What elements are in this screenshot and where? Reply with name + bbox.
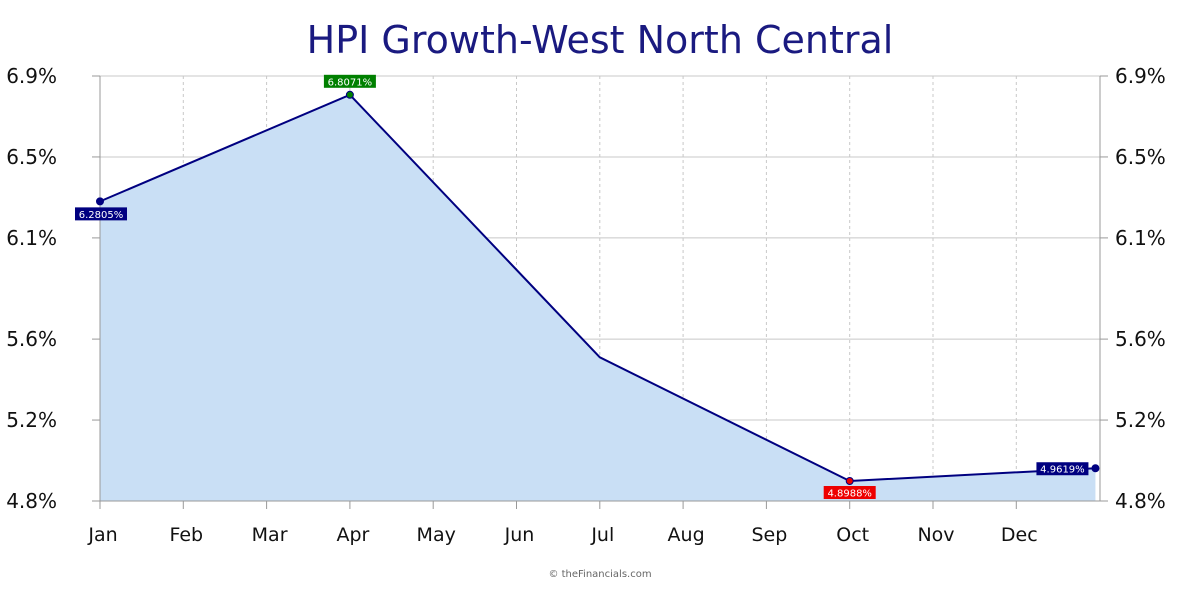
data-label-box <box>823 486 876 500</box>
x-tick-label: Feb <box>169 524 203 546</box>
y-tick-label-left: 6.1% <box>6 226 57 250</box>
x-tick-label: Nov <box>917 524 954 546</box>
y-tick-label-left: 6.5% <box>6 145 57 169</box>
data-label: 4.9619% <box>1040 465 1085 476</box>
y-tick-label-right: 6.1% <box>1115 226 1166 250</box>
x-tick-label: Apr <box>336 524 369 546</box>
data-point-marker <box>96 197 104 206</box>
y-tick-label-left: 6.9% <box>6 64 57 88</box>
x-tick-label: Jan <box>87 524 117 546</box>
x-tick-label: Dec <box>1001 524 1038 546</box>
data-label: 4.8988% <box>827 489 872 500</box>
y-tick-label-left: 4.8% <box>6 489 57 513</box>
data-point-marker <box>1091 464 1100 473</box>
data-label: 6.8071% <box>328 77 373 88</box>
y-tick-label-right: 6.9% <box>1115 64 1166 88</box>
x-tick-label: May <box>417 524 456 546</box>
chart-title: HPI Growth-West North Central <box>306 18 894 62</box>
data-point-marker <box>345 90 354 99</box>
series-line <box>99 93 1096 483</box>
series-area <box>100 94 1096 501</box>
y-tick-label-right: 6.5% <box>1115 145 1166 169</box>
data-label-box <box>75 207 127 221</box>
x-tick-label: Jun <box>504 524 535 546</box>
x-tick-label: Sep <box>751 524 787 546</box>
data-label: 6.2805% <box>79 210 124 221</box>
y-tick-label-right: 5.2% <box>1115 408 1166 432</box>
credit-text: © theFinancials.com <box>548 569 652 580</box>
x-tick-label: Oct <box>836 524 869 546</box>
x-tick-label: Mar <box>252 524 288 546</box>
data-point-marker <box>845 477 854 486</box>
y-tick-label-right: 5.6% <box>1115 327 1166 351</box>
y-tick-label-left: 5.6% <box>6 327 57 351</box>
data-label-box <box>1036 462 1089 476</box>
x-tick-label: Aug <box>668 524 705 546</box>
y-tick-label-right: 4.8% <box>1115 489 1166 513</box>
y-tick-label-left: 5.2% <box>6 408 57 432</box>
data-label-box <box>323 74 376 88</box>
x-tick-label: Jul <box>590 524 614 546</box>
